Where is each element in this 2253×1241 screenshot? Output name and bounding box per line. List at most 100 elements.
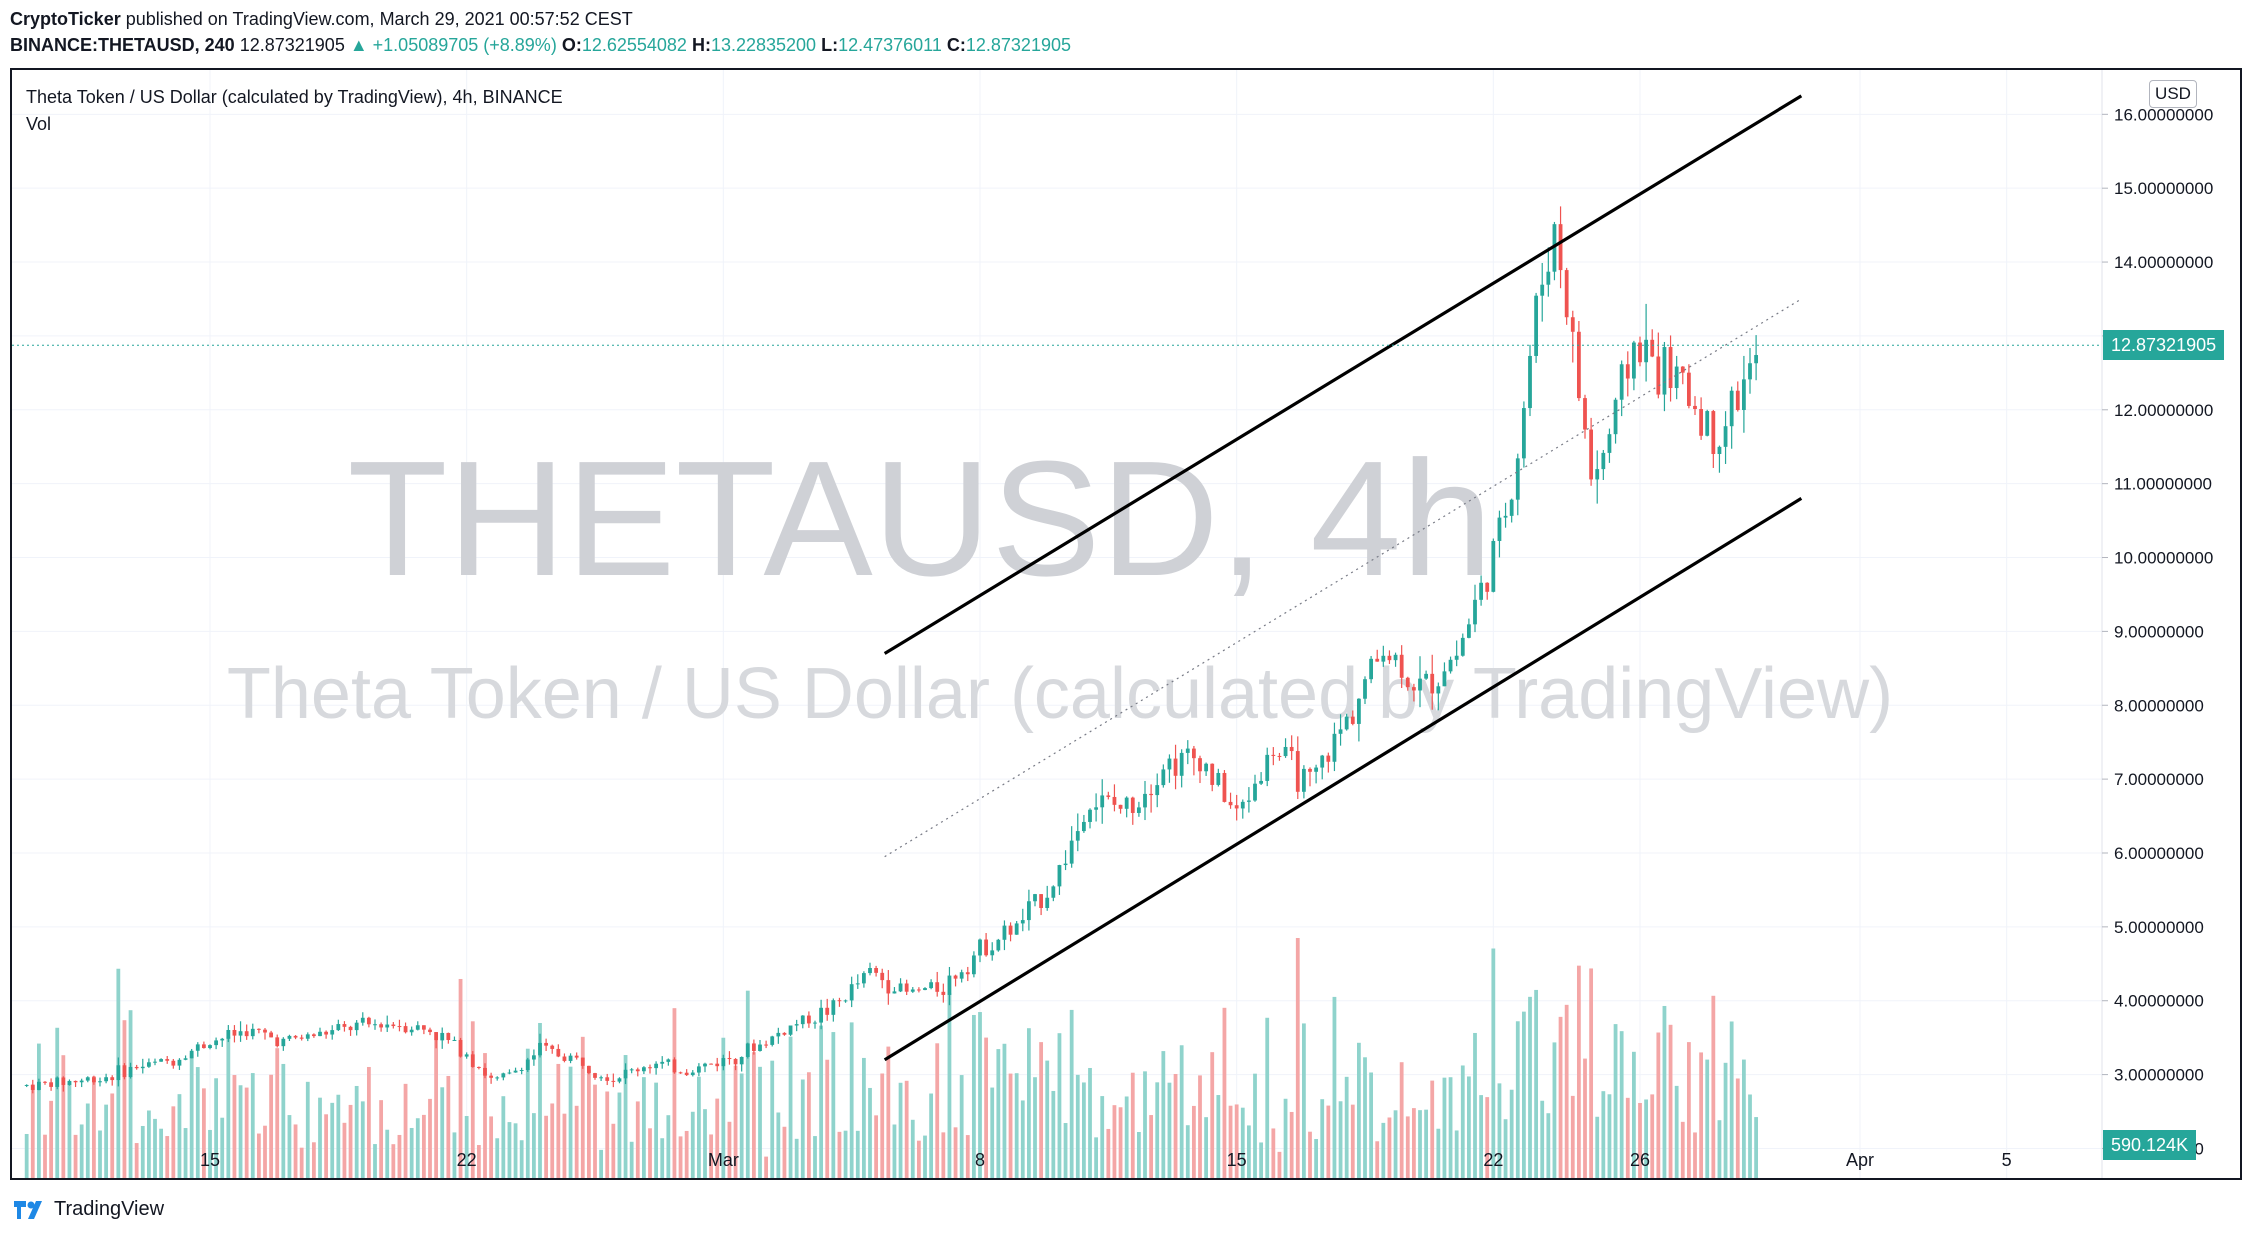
candle-body <box>208 1045 212 1049</box>
candle-body <box>1693 405 1697 410</box>
candle-body <box>715 1063 720 1067</box>
candle-body <box>1246 800 1251 802</box>
volume-bar <box>978 1012 982 1178</box>
volume-bar <box>1583 1058 1587 1178</box>
candle-body <box>1638 342 1642 363</box>
legend-title[interactable]: Theta Token / US Dollar (calculated by T… <box>26 87 563 107</box>
low-value: 12.47376011 <box>838 35 942 55</box>
candle-body <box>990 950 995 956</box>
candle-body <box>1405 677 1410 688</box>
tradingview-logo-icon[interactable] <box>12 1199 46 1221</box>
candle-body <box>727 1058 732 1060</box>
candle-body <box>996 939 1001 951</box>
candle-body <box>1717 446 1722 455</box>
volume-bar <box>550 1103 555 1178</box>
volume-bar <box>342 1122 347 1178</box>
volume-bar <box>1375 1141 1380 1178</box>
volume-bar <box>1234 1104 1239 1178</box>
volume-bar <box>1106 1128 1111 1178</box>
candle-body <box>1222 772 1227 802</box>
volume-bar <box>61 1055 66 1178</box>
volume-bar <box>397 1134 402 1178</box>
volume-bar <box>214 1078 219 1178</box>
volume-bar <box>183 1128 188 1178</box>
volume-bar <box>1619 1031 1624 1178</box>
volume-bar <box>880 1073 885 1178</box>
volume-bar <box>690 1111 695 1178</box>
volume-bar <box>1008 1073 1013 1178</box>
volume-bar <box>1124 1096 1129 1178</box>
candle-body <box>244 1031 249 1037</box>
x-tick-label: 22 <box>1483 1150 1503 1170</box>
volume-bar <box>874 1115 879 1178</box>
volume-bar <box>1644 1099 1649 1178</box>
volume-bar <box>1210 1052 1215 1178</box>
candle-body <box>366 1017 371 1025</box>
volume-bar <box>244 1087 249 1178</box>
publish-info: published on TradingView.com, March 29, … <box>125 9 633 29</box>
candle-body <box>794 1024 799 1026</box>
candle-body <box>1008 925 1013 935</box>
candle-body <box>1179 752 1184 776</box>
volume-bar <box>36 1043 41 1178</box>
volume-bar <box>348 1104 353 1178</box>
candle-body <box>1564 270 1569 318</box>
candle-body <box>1369 658 1374 680</box>
volume-bar <box>739 1073 744 1178</box>
volume-bar <box>1735 1078 1740 1178</box>
volume-bar <box>1674 1085 1679 1178</box>
volume-bar <box>990 1087 995 1178</box>
candle-body <box>1711 411 1716 455</box>
volume-bar <box>935 1043 940 1178</box>
candle-body <box>1558 224 1563 271</box>
volume-bar <box>189 1053 194 1178</box>
volume-bar <box>923 1135 927 1178</box>
candle-body <box>1521 408 1526 459</box>
volume-bar <box>409 1127 414 1178</box>
candle-body <box>348 1026 353 1031</box>
candle-body <box>1106 795 1111 797</box>
volume-bar <box>745 990 750 1178</box>
volume-bar <box>403 1083 408 1178</box>
candle-body <box>195 1044 200 1051</box>
candle-body <box>293 1035 298 1038</box>
time-scale: 15 22 Mar 8 15 22 26 Apr 5 <box>200 1150 2012 1170</box>
x-tick-label: 5 <box>2002 1150 2012 1170</box>
volume-bar <box>984 1037 989 1178</box>
volume-bar <box>1686 1042 1691 1178</box>
candle-body <box>434 1032 439 1041</box>
legend-volume[interactable]: Vol <box>26 114 52 134</box>
volume-bar <box>941 1132 946 1178</box>
candle-body <box>1283 746 1288 757</box>
volume-bar <box>825 1059 830 1178</box>
volume-bar <box>1723 1062 1728 1178</box>
candle-body <box>531 1055 536 1060</box>
candle-body <box>428 1029 432 1033</box>
volume-bar <box>1240 1107 1245 1178</box>
publisher-name[interactable]: CryptoTicker <box>10 9 121 29</box>
candle-body <box>586 1065 591 1074</box>
volume-bar <box>1601 1091 1606 1178</box>
candle-body <box>678 1072 683 1074</box>
volume-bar <box>1246 1125 1251 1178</box>
currency-button[interactable]: USD <box>2149 80 2197 108</box>
volume-bar <box>855 1130 860 1178</box>
candle-body <box>1589 429 1594 480</box>
candle-body <box>122 1065 127 1078</box>
volume-bar <box>489 1116 494 1178</box>
footer-brand[interactable]: TradingView <box>54 1198 165 1220</box>
candle-body <box>153 1061 157 1063</box>
volume-bar <box>226 1036 231 1178</box>
trendline-upper-channel <box>883 94 1803 655</box>
volume-bar <box>1277 1151 1282 1178</box>
candle-body <box>1631 342 1636 379</box>
candle-body <box>250 1028 255 1037</box>
volume-bar <box>263 1125 267 1178</box>
candle-body <box>226 1029 231 1039</box>
candle-body <box>947 975 952 995</box>
candle-body <box>1460 637 1465 656</box>
volume-bar <box>440 1087 445 1178</box>
candle-body <box>36 1081 41 1090</box>
candle-body <box>1100 795 1105 808</box>
